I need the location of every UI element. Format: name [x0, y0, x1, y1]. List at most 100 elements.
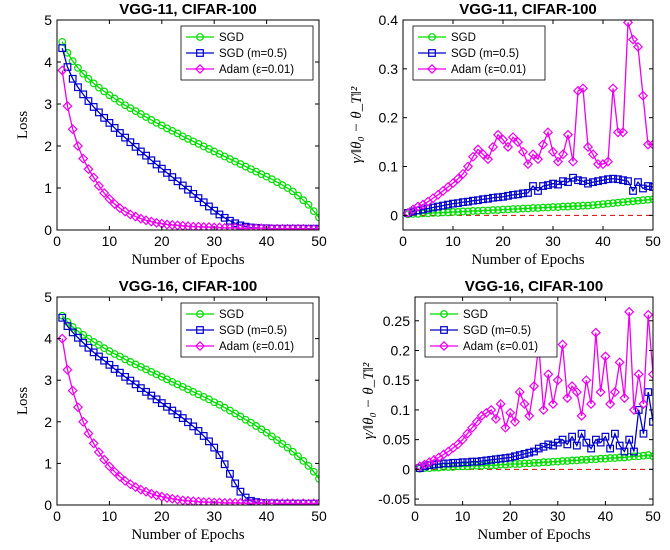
- chart-title: VGG-11, CIFAR-100: [119, 1, 257, 18]
- data-point: [72, 402, 84, 413]
- legend-label: Adam (ε=0.01): [219, 64, 294, 76]
- data-point: [611, 454, 619, 462]
- data-point: [596, 454, 605, 463]
- data-point: [84, 97, 93, 105]
- data-point: [126, 138, 135, 147]
- data-point: [611, 429, 619, 438]
- data-point: [614, 198, 622, 207]
- data-point: [596, 438, 605, 447]
- data-point: [472, 457, 481, 466]
- x-tick-label: 40: [259, 233, 275, 249]
- data-point: [514, 387, 525, 398]
- data-point: [502, 141, 514, 153]
- data-point: [606, 454, 615, 462]
- x-tick-label: 10: [102, 233, 118, 249]
- data-point: [457, 168, 469, 179]
- data-point: [477, 149, 489, 160]
- data-point: [130, 482, 141, 493]
- data-point: [539, 182, 547, 190]
- data-point: [156, 491, 167, 502]
- data-point: [89, 103, 98, 111]
- data-point: [459, 207, 467, 216]
- data-point: [152, 160, 161, 169]
- data-point: [514, 190, 522, 199]
- plot-area: [57, 37, 319, 230]
- data-point: [649, 452, 653, 461]
- x-tick-label: 0: [411, 508, 419, 524]
- x-tick-label: 40: [598, 508, 614, 524]
- data-point: [644, 182, 652, 190]
- data-point: [304, 461, 313, 470]
- data-point: [499, 192, 507, 201]
- x-tick-label: 50: [311, 508, 327, 524]
- legend-label: SGD: [451, 32, 476, 44]
- data-point: [630, 452, 638, 461]
- data-point: [151, 490, 162, 501]
- data-point: [568, 456, 576, 465]
- axes-frame: [56, 296, 320, 506]
- data-point: [562, 392, 573, 404]
- data-point: [597, 159, 609, 170]
- x-tick-label: 40: [259, 508, 275, 524]
- data-point: [529, 204, 537, 212]
- data-point: [63, 63, 72, 71]
- data-point: [496, 454, 505, 463]
- y-axis-label: Loss: [15, 387, 31, 416]
- data-point: [506, 453, 515, 462]
- data-point: [454, 199, 462, 208]
- data-point: [492, 129, 504, 140]
- data-point: [577, 83, 589, 94]
- data-point: [105, 118, 114, 127]
- data-point: [639, 184, 647, 193]
- data-point: [562, 129, 574, 140]
- data-point: [315, 213, 319, 222]
- data-point: [74, 83, 82, 92]
- data-point: [525, 459, 534, 468]
- data-point: [109, 466, 120, 477]
- data-point: [544, 440, 553, 449]
- data-point: [463, 462, 472, 471]
- legend-swatch-marker: [194, 63, 206, 75]
- data-point: [601, 432, 610, 441]
- x-axis-label: Number of Epochs: [131, 252, 244, 268]
- data-point: [569, 173, 577, 182]
- y-tick-label: 0: [402, 461, 410, 477]
- data-point: [629, 187, 637, 195]
- data-point: [74, 63, 82, 72]
- data-point: [313, 498, 319, 505]
- data-point: [99, 187, 110, 199]
- data-point: [509, 416, 521, 427]
- y-tick-label: 5: [44, 12, 52, 28]
- data-point: [63, 322, 72, 331]
- data-point: [304, 200, 313, 209]
- data-point: [647, 369, 653, 380]
- data-point: [444, 200, 452, 209]
- legend-swatch-marker: [426, 63, 438, 75]
- y-tick-label: 4: [44, 54, 52, 70]
- legend-label: Adam (ε=0.01): [463, 341, 538, 353]
- data-point: [632, 41, 644, 52]
- data-point: [486, 404, 497, 415]
- data-point: [294, 452, 302, 461]
- data-point: [587, 149, 599, 160]
- data-point: [294, 191, 302, 200]
- plot-area: [57, 311, 319, 505]
- chart-title: VGG-16, CIFAR-100: [119, 278, 257, 295]
- data-point: [469, 207, 477, 215]
- data-point: [424, 457, 435, 468]
- data-point: [100, 113, 109, 122]
- data-point: [457, 434, 468, 445]
- data-point: [494, 193, 502, 202]
- data-point: [99, 454, 110, 465]
- legend-label: SGD (m=0.5): [451, 48, 519, 60]
- data-point: [449, 199, 457, 208]
- x-tick-label: 20: [502, 508, 518, 524]
- data-point: [624, 177, 632, 186]
- y-axis-label: Loss: [15, 111, 31, 140]
- data-point: [539, 442, 548, 451]
- data-point: [68, 323, 77, 331]
- data-point: [524, 204, 532, 213]
- data-point: [492, 455, 500, 464]
- data-point: [464, 207, 472, 216]
